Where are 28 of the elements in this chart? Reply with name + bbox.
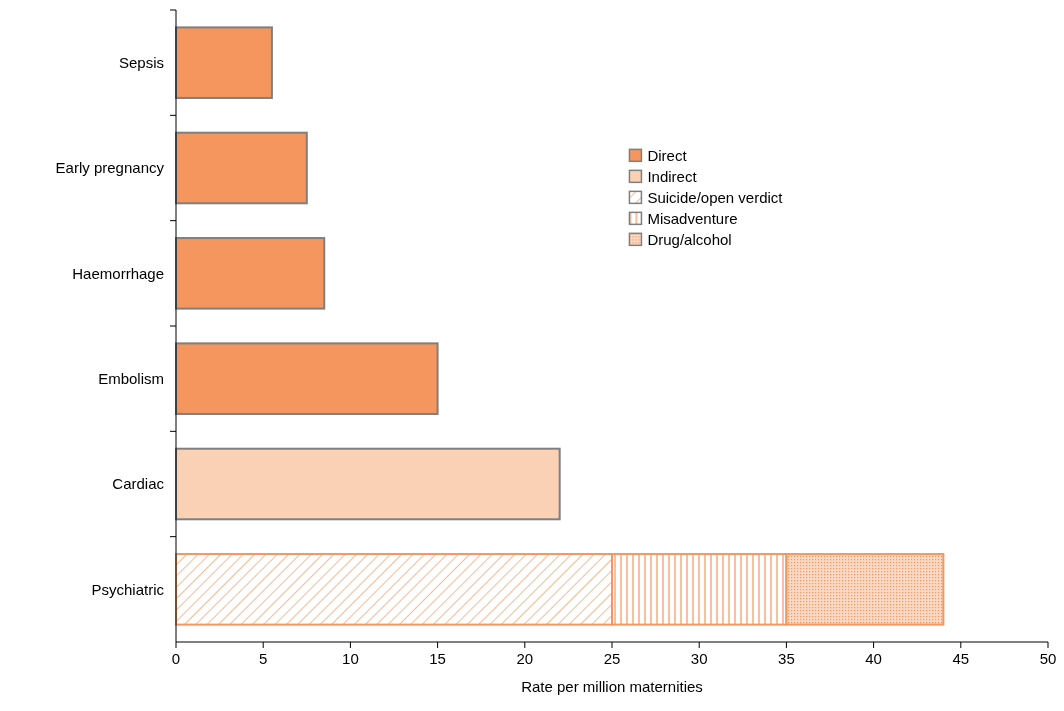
x-tick-label: 35 [778,650,795,667]
y-tick-label: Cardiac [112,475,165,493]
x-tick-label: 30 [690,650,708,667]
x-tick-label: 15 [429,650,446,667]
x-tick-label: 5 [259,650,268,667]
x-tick-label: 25 [603,650,621,667]
legend-label: Misadventure [647,209,738,227]
y-tick-label: Psychiatric [91,580,165,598]
x-tick-label: 10 [342,650,359,667]
x-tick-label: 0 [171,650,181,667]
y-tick-label: Embolism [98,369,164,387]
bar [175,342,439,415]
bar [175,447,561,521]
y-tick-label: Sepsis [118,53,164,71]
x-tick-label: 50 [1039,650,1057,667]
x-tick-label: 40 [865,650,882,667]
x-tick-label: 45 [952,650,970,667]
bar [175,26,273,99]
y-tick-label: Haemorrhage [72,264,164,282]
legend-label: Suicide/open verdict [647,188,784,206]
y-tick-label: Early pregnancy [55,159,165,177]
legend-label: Indirect [647,167,698,185]
bar [175,237,326,310]
legend-label: Drug/alcohol [647,230,732,248]
x-axis-title: Rate per million maternities [521,678,703,695]
bar [175,131,308,205]
x-tick-label: 20 [516,650,534,667]
legend-label: Direct [647,146,688,164]
